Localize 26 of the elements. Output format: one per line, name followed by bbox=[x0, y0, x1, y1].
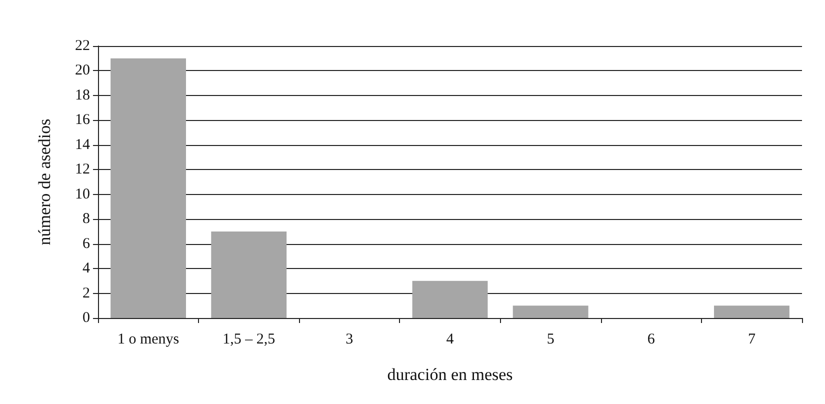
y-axis-title: número de asedios bbox=[35, 118, 54, 246]
x-tick-label: 4 bbox=[446, 332, 454, 348]
y-tick-label: 4 bbox=[82, 260, 90, 277]
bar bbox=[412, 280, 488, 318]
bar bbox=[211, 231, 287, 318]
x-tick-label: 1 o menys bbox=[117, 332, 180, 348]
x-tick-label: 7 bbox=[748, 332, 756, 348]
bar bbox=[512, 306, 588, 318]
x-tick-label: 6 bbox=[647, 332, 656, 348]
y-tick-label: 8 bbox=[82, 211, 90, 228]
x-axis-title: duración en meses bbox=[387, 365, 513, 384]
bar bbox=[110, 58, 186, 318]
y-tick-label: 18 bbox=[75, 87, 90, 104]
x-tick-label: 1,5 – 2,5 bbox=[222, 332, 276, 348]
y-tick-label: 0 bbox=[82, 310, 90, 326]
y-tick-label: 14 bbox=[75, 136, 90, 153]
y-tick-label: 2 bbox=[82, 285, 90, 302]
y-tick-label: 10 bbox=[75, 186, 90, 202]
x-tick-label: 3 bbox=[346, 332, 354, 348]
y-tick-label: 6 bbox=[82, 236, 90, 252]
y-tick-label: 16 bbox=[75, 112, 90, 128]
x-tick-label: 5 bbox=[546, 332, 554, 348]
y-tick-label: 20 bbox=[75, 62, 90, 79]
bar bbox=[714, 306, 790, 318]
y-tick-label: 22 bbox=[75, 38, 90, 54]
y-tick-label: 12 bbox=[75, 162, 90, 178]
